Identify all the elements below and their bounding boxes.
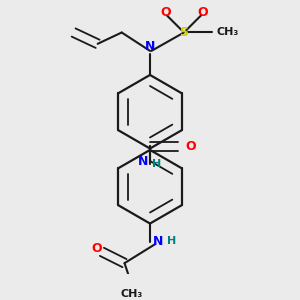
Text: H: H [152,159,162,169]
Text: O: O [160,6,171,19]
Text: N: N [153,236,163,248]
Text: N: N [138,155,148,169]
Text: H: H [167,236,176,245]
Text: O: O [91,242,101,256]
Text: O: O [185,140,196,153]
Text: CH₃: CH₃ [217,28,239,38]
Text: CH₃: CH₃ [121,290,143,299]
Text: O: O [197,6,208,19]
Text: N: N [145,40,155,52]
Text: S: S [179,26,188,39]
